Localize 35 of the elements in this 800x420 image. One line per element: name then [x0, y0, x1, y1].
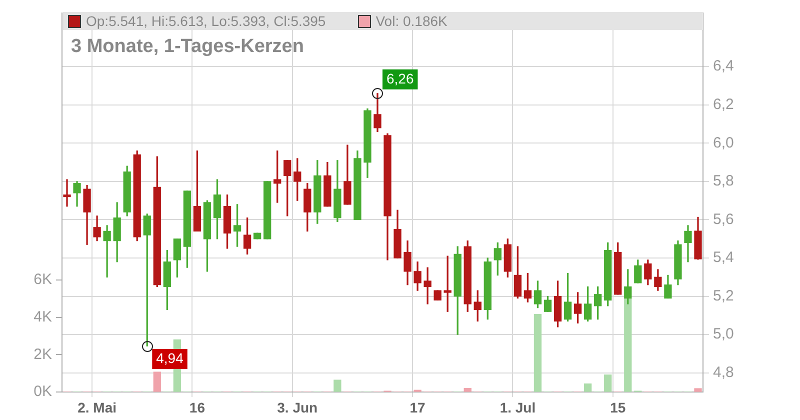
- bar: [334, 380, 342, 392]
- y-tick-label: 5,6: [713, 210, 734, 228]
- y-tick-label: 4,8: [713, 364, 734, 381]
- x-tick-label: 1. Jul: [500, 399, 536, 416]
- y2-tick-label: 2K: [34, 346, 52, 363]
- candlestick: [424, 267, 432, 304]
- y2-tick-label: 4K: [34, 308, 52, 326]
- bar: [694, 388, 702, 392]
- x-tick-label: 16: [189, 399, 206, 416]
- x-tick-label: 15: [610, 399, 626, 416]
- x-tick-label: 3. Jun: [277, 399, 318, 416]
- y-tick-label: 5,4: [713, 249, 734, 266]
- y-tick-label: 6,2: [713, 96, 734, 114]
- candlestick: [63, 179, 71, 207]
- header-strip: Op:5.541, Hi:5.613, Lo:5.393, Cl:5.395 Vol: 0.186K: [63, 12, 703, 30]
- y-tick-label: 5,2: [713, 287, 734, 304]
- bar: [534, 314, 542, 392]
- text: 3 Monate, 1-Tages-Kerzen: [71, 36, 304, 58]
- y2-tick-label: 0K: [34, 383, 52, 400]
- y-tick-label: 6,0: [713, 134, 734, 152]
- annotation: Vol: 0.186K: [376, 13, 448, 29]
- bar: [584, 383, 592, 392]
- annotation: 4,94: [156, 350, 184, 366]
- bar: [604, 374, 612, 392]
- annotation: Op:5.541, Hi:5.613, Lo:5.393, Cl:5.395: [86, 13, 326, 29]
- y2-tick-label: 6K: [34, 271, 52, 288]
- y-tick-label: 5,8: [713, 172, 734, 190]
- y-tick-label: 5,0: [713, 326, 734, 343]
- x-tick-label: 2. Mai: [78, 399, 117, 416]
- y-tick-label: 6,4: [713, 58, 734, 75]
- annotation: 6,26: [386, 70, 414, 86]
- candlestick: [103, 225, 111, 278]
- bar: [153, 372, 161, 392]
- bar: [464, 388, 472, 392]
- x-tick-label: 17: [410, 399, 426, 416]
